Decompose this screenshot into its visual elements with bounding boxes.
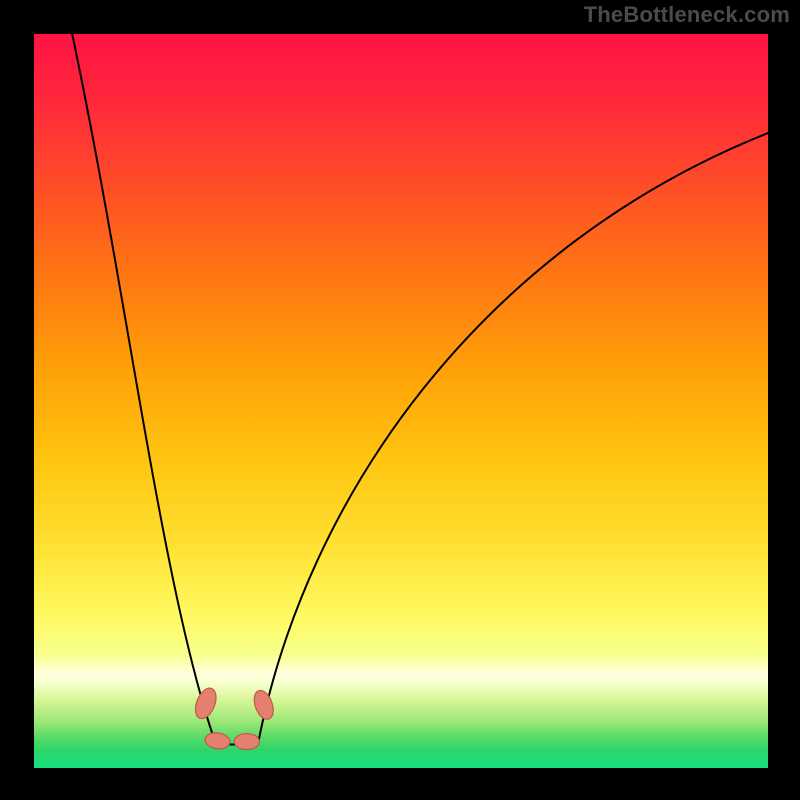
- plot-svg: [34, 34, 768, 768]
- attribution-text: TheBottleneck.com: [584, 2, 790, 28]
- image-frame: TheBottleneck.com: [0, 0, 800, 800]
- plot-background: [34, 34, 768, 768]
- plot-area: [34, 34, 768, 768]
- curve-marker: [234, 734, 259, 750]
